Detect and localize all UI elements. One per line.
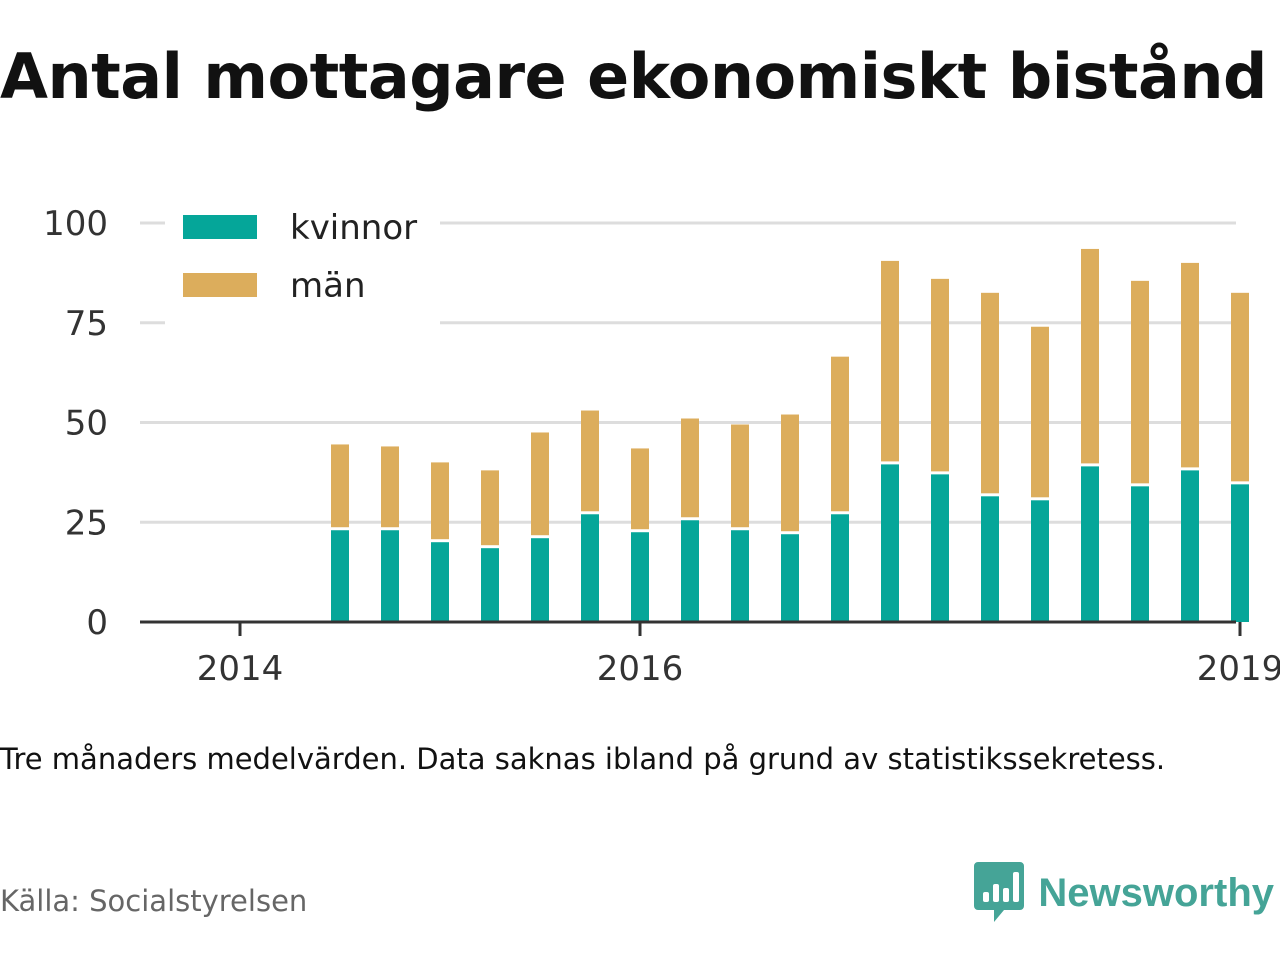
bar-man [781,414,799,532]
y-tick-label: 25 [65,503,108,543]
legend: kvinnor män [165,208,440,326]
legend-swatch-kvinnor [183,215,257,239]
bar-man [831,356,849,512]
legend-label-kvinnor: kvinnor [290,208,417,248]
bar-kvinnor [931,474,949,622]
bar-man [1031,326,1049,498]
x-axis-tick-labels: 20142016201920212023 [197,649,1280,689]
bar-kvinnor [481,548,499,622]
newsworthy-logo-icon [974,862,1025,922]
y-tick-label: 50 [65,404,108,444]
bar-man [681,418,699,518]
bar-man [981,292,999,494]
bar-man [381,446,399,528]
bar-man [481,470,499,546]
bar-man [581,410,599,512]
chart-note: Tre månaders medelvärden. Data saknas ib… [0,742,1166,776]
bar-kvinnor [1181,470,1199,622]
bar-man [531,432,549,536]
bar-man [1081,248,1099,464]
bar-kvinnor [431,542,449,622]
bar-kvinnor [581,514,599,622]
y-tick-label: 0 [86,603,108,643]
legend-label-man: män [290,266,366,306]
bar-kvinnor [681,520,699,622]
legend-swatch-man [183,273,257,297]
bar-kvinnor [1131,486,1149,622]
bar-kvinnor [881,464,899,622]
x-axis [140,620,1242,636]
bar-man [1231,292,1249,482]
x-tick-label: 2019 [1197,649,1280,689]
bar-man [431,462,449,540]
source-label: Källa: Socialstyrelsen [0,884,308,918]
bar-kvinnor [731,530,749,622]
bar-kvinnor [981,496,999,622]
bar-kvinnor [1081,466,1099,622]
bar-kvinnor [331,530,349,622]
bar-kvinnor [831,514,849,622]
bar-man [1181,262,1199,468]
chart-title: Antal mottagare ekonomiskt bistånd [0,40,1267,113]
brand-logo: Newsworthy [974,862,1274,924]
y-axis-tick-labels: 0 25 50 75 100 [43,204,108,643]
x-tick-label: 2016 [597,649,684,689]
bar-kvinnor [531,538,549,622]
bar-man [1131,280,1149,484]
bar-kvinnor [1231,484,1249,622]
bar-man [931,278,949,472]
bar-man [331,444,349,528]
brand-name: Newsworthy [1038,870,1274,915]
bar-kvinnor [631,532,649,622]
bar-kvinnor [781,534,799,622]
bar-kvinnor [1031,500,1049,622]
bar-man [631,448,649,530]
bars [331,248,1249,622]
y-tick-label: 75 [65,304,108,344]
bar-man [731,424,749,528]
bar-man [881,260,899,462]
x-tick-label: 2014 [197,649,284,689]
y-tick-label: 100 [43,204,108,244]
bar-kvinnor [381,530,399,622]
